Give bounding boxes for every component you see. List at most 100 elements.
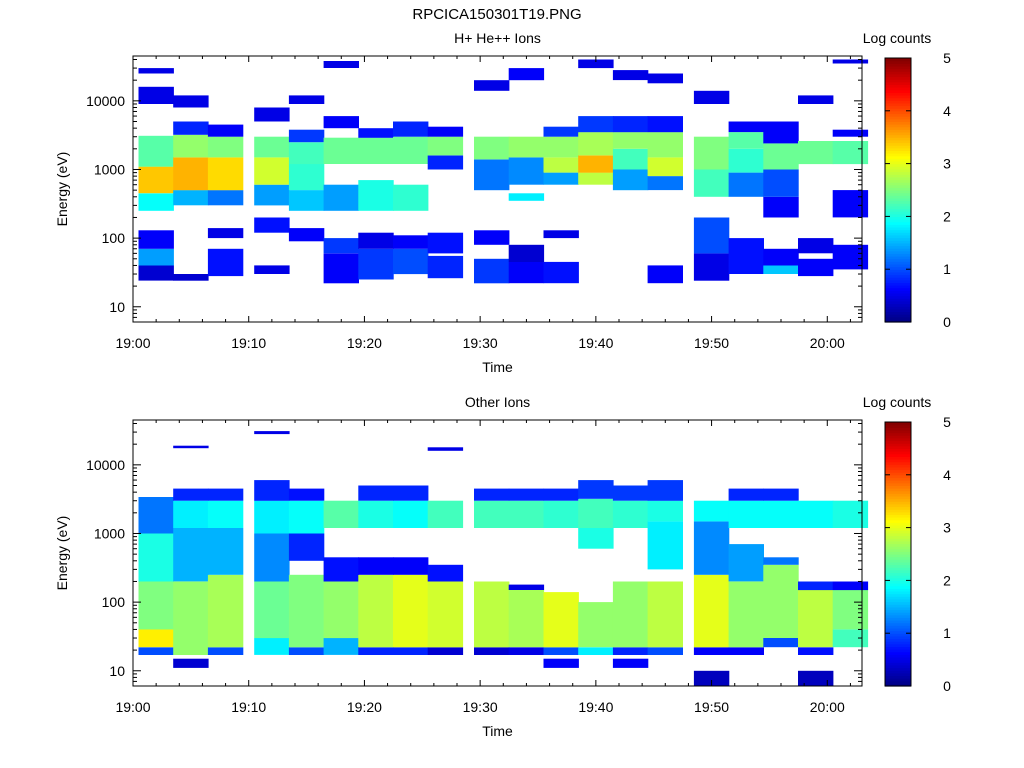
heatmap-cell — [728, 647, 764, 655]
colorbar-slice — [885, 672, 911, 677]
y-tick-label: 10 — [109, 663, 125, 679]
colorbar-slice — [885, 113, 911, 117]
heatmap-cells — [138, 59, 869, 284]
colorbar-slice — [885, 65, 911, 70]
colorbar-slice — [885, 664, 911, 669]
panel-title: Other Ions — [465, 394, 530, 410]
heatmap-cell — [798, 238, 834, 254]
colorbar-slice — [885, 63, 911, 67]
heatmap-cell — [173, 274, 209, 281]
heatmap-cell — [578, 498, 614, 528]
heatmap-cell — [543, 136, 579, 158]
heatmap-cell — [358, 180, 394, 211]
colorbar-slice — [885, 577, 911, 581]
colorbar-slice — [885, 116, 911, 120]
heatmap-cell — [207, 647, 244, 655]
colorbar-slice — [885, 274, 911, 278]
heatmap-cell — [763, 564, 799, 638]
heatmap-cell — [288, 228, 325, 242]
heatmap-cell — [427, 647, 464, 655]
colorbar-slice — [885, 482, 911, 486]
heatmap-cell — [173, 134, 209, 158]
heatmap-cell — [693, 647, 730, 655]
colorbar-tick-label: 5 — [943, 414, 951, 430]
heatmap-cell — [578, 480, 614, 499]
colorbar-slice — [885, 670, 911, 674]
heatmap-cell — [138, 581, 174, 630]
colorbar-slice — [885, 84, 911, 88]
colorbar-slice — [885, 635, 911, 640]
x-tick-label: 19:50 — [694, 699, 729, 715]
colorbar-slice — [885, 176, 911, 181]
colorbar-slice — [885, 160, 911, 165]
colorbar-slice — [885, 554, 911, 558]
colorbar-slice — [885, 461, 911, 465]
colorbar-label: Log counts — [863, 394, 932, 410]
heatmap-cell — [728, 488, 764, 501]
heatmap-cell — [393, 136, 429, 164]
heatmap-cell — [474, 581, 510, 648]
colorbar-slice — [885, 311, 911, 315]
plot-frame — [132, 419, 863, 687]
heatmap-cell — [798, 500, 834, 528]
x-tick-label: 19:10 — [231, 699, 266, 715]
colorbar-slice — [885, 192, 911, 196]
y-tick-label: 100 — [102, 230, 126, 246]
heatmap-cell — [728, 500, 764, 528]
colorbar-slice — [885, 184, 911, 188]
heatmap-cell — [427, 155, 464, 170]
heatmap-cell — [427, 564, 464, 582]
heatmap-cell — [728, 121, 764, 133]
colorbar-slice — [885, 295, 911, 299]
colorbar-slice — [885, 456, 911, 460]
heatmap-cell — [358, 128, 394, 138]
heatmap-cell — [254, 480, 290, 501]
heatmap-cell — [647, 176, 683, 191]
panel-title: H+ He++ Ions — [454, 30, 541, 46]
heatmap-cell — [288, 500, 325, 534]
colorbar-slice — [885, 593, 911, 597]
colorbar-tick-label: 4 — [943, 103, 951, 119]
heatmap-cell — [138, 135, 174, 167]
colorbar-slice — [885, 134, 911, 138]
heatmap-cell — [578, 116, 614, 133]
heatmap-cell — [207, 190, 244, 206]
colorbar-slice — [885, 182, 911, 186]
colorbar-slice — [885, 641, 911, 645]
heatmap-cell — [543, 172, 579, 185]
colorbar-slice — [885, 71, 911, 75]
colorbar-slice — [885, 435, 911, 439]
colorbar-slice — [885, 546, 911, 550]
colorbar-slice — [885, 445, 911, 449]
colorbar-tick-label: 2 — [943, 208, 951, 224]
x-tick-label: 19:00 — [115, 699, 150, 715]
colorbar-slice — [885, 590, 911, 595]
colorbar-slice — [885, 656, 911, 661]
colorbar-slice — [885, 229, 911, 233]
heatmap-cell — [508, 261, 545, 284]
heatmap-cell — [254, 533, 290, 582]
heatmap-cell — [254, 184, 290, 206]
colorbar-slice — [885, 583, 911, 587]
colorbar-slice — [885, 279, 911, 283]
heatmap-cell — [323, 500, 359, 528]
x-tick-label: 19:50 — [694, 335, 729, 351]
heatmap-cell — [693, 90, 730, 104]
heatmap-cell — [254, 500, 290, 534]
heatmap-cell — [474, 647, 510, 655]
colorbar-slice — [885, 440, 911, 444]
heatmap-cell — [288, 95, 325, 104]
heatmap-cell — [508, 68, 545, 81]
heatmap-cell — [138, 193, 174, 211]
x-tick-label: 19:30 — [463, 699, 498, 715]
colorbar-slice — [885, 237, 911, 241]
y-axis-label: Energy (eV) — [54, 152, 70, 227]
x-tick-label: 19:20 — [347, 699, 382, 715]
colorbar-slice — [885, 208, 911, 212]
colorbar-slice — [885, 131, 911, 136]
colorbar-slice — [885, 609, 911, 613]
heatmap-cell — [728, 238, 764, 274]
heatmap-cell — [323, 557, 359, 582]
colorbar-slice — [885, 548, 911, 552]
